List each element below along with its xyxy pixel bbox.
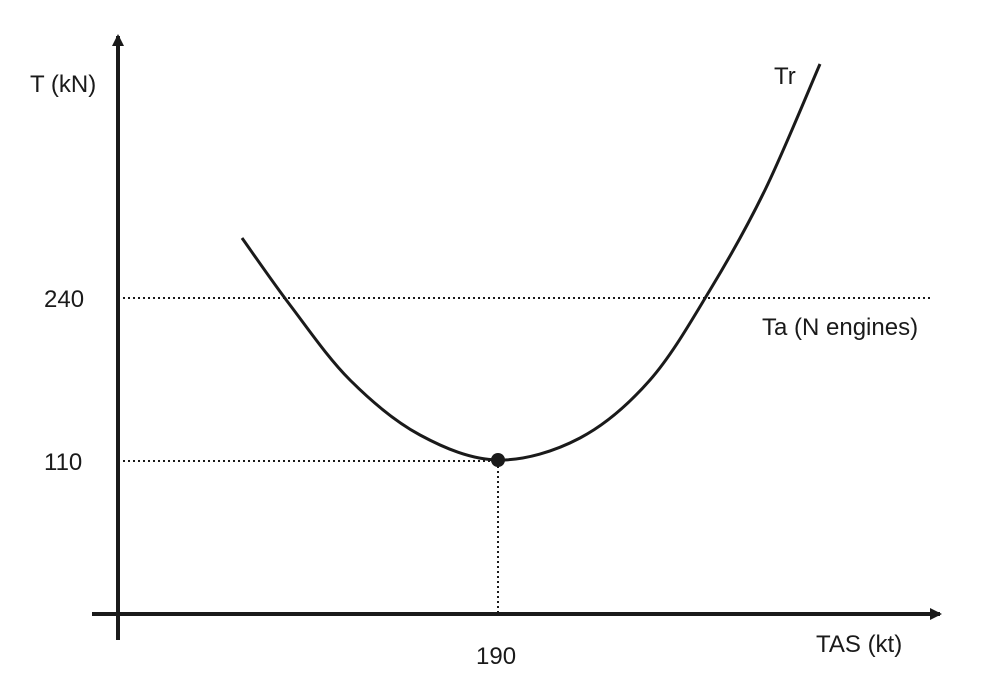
y-axis-label: T (kN) [30, 71, 96, 98]
series-line-tr [240, 63, 822, 462]
series-label-ta: Ta (N engines) [762, 314, 918, 341]
y-tick-label-110: 110 [44, 449, 82, 476]
x-tick-label-190: 190 [476, 643, 516, 670]
y-tick-label-240: 240 [44, 286, 84, 313]
x-axis-label: TAS (kt) [816, 631, 902, 658]
series-label-tr: Tr [774, 63, 796, 90]
min-point-marker [491, 453, 505, 467]
